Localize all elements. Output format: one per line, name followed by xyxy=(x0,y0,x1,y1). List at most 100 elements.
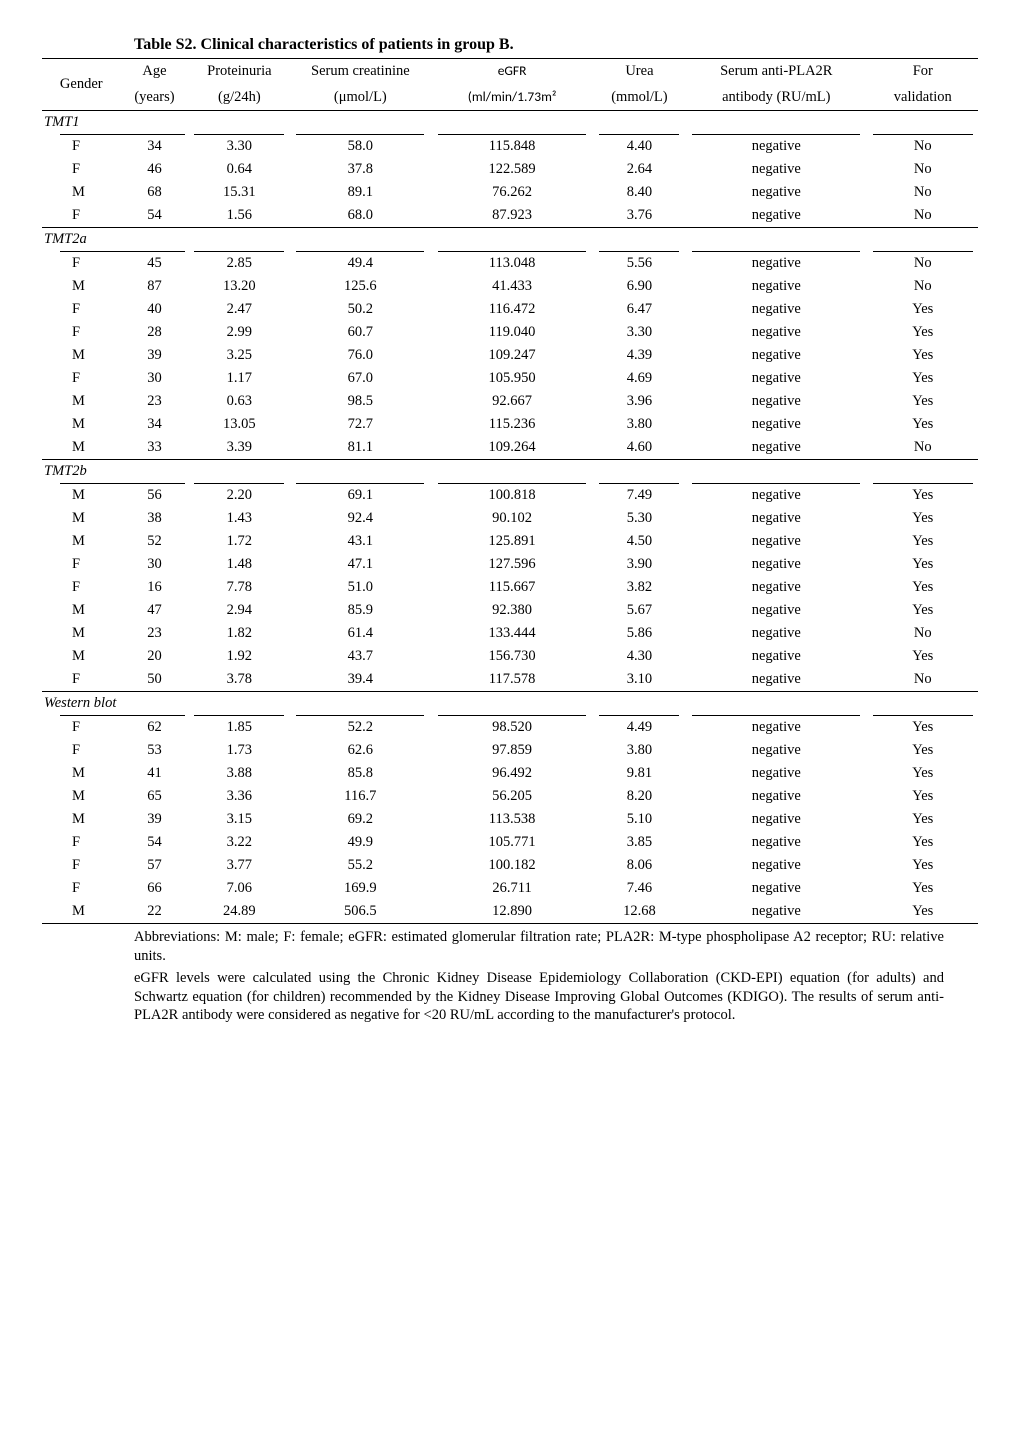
table-cell: 115.236 xyxy=(430,413,593,436)
table-cell: 4.30 xyxy=(594,645,685,668)
table-cell: 37.8 xyxy=(290,158,430,181)
table-cell: negative xyxy=(685,622,868,645)
table-cell: M xyxy=(42,484,121,507)
table-cell: Yes xyxy=(868,854,978,877)
table-cell: negative xyxy=(685,135,868,158)
table-cell: 76.0 xyxy=(290,344,430,367)
table-cell: M xyxy=(42,507,121,530)
table-cell: 5.30 xyxy=(594,507,685,530)
table-cell: 65 xyxy=(121,785,189,808)
table-cell: negative xyxy=(685,158,868,181)
table-cell: 87 xyxy=(121,275,189,298)
table-cell: 115.848 xyxy=(430,135,593,158)
table-cell: 3.10 xyxy=(594,668,685,692)
table-cell: M xyxy=(42,622,121,645)
table-cell: M xyxy=(42,390,121,413)
table-cell: negative xyxy=(685,484,868,507)
table-cell: No xyxy=(868,622,978,645)
table-cell: No xyxy=(868,668,978,692)
table-cell: 45 xyxy=(121,252,189,275)
table-cell: 43.7 xyxy=(290,645,430,668)
table-cell: F xyxy=(42,204,121,228)
table-cell: M xyxy=(42,645,121,668)
table-cell: negative xyxy=(685,808,868,831)
table-cell: 2.20 xyxy=(188,484,290,507)
table-cell: 1.17 xyxy=(188,367,290,390)
table-cell: 39 xyxy=(121,808,189,831)
col-creat-header: Serum creatinine xyxy=(290,59,430,85)
col-valid-sub: validation xyxy=(868,85,978,111)
table-cell: 87.923 xyxy=(430,204,593,228)
table-cell: 1.43 xyxy=(188,507,290,530)
table-cell: negative xyxy=(685,413,868,436)
table-cell: Yes xyxy=(868,716,978,739)
table-cell: Yes xyxy=(868,900,978,924)
table-cell: 1.72 xyxy=(188,530,290,553)
table-cell: Yes xyxy=(868,413,978,436)
table-cell: negative xyxy=(685,900,868,924)
table-cell: 49.9 xyxy=(290,831,430,854)
table-cell: 9.81 xyxy=(594,762,685,785)
table-cell: Yes xyxy=(868,576,978,599)
table-cell: 113.538 xyxy=(430,808,593,831)
table-cell: 20 xyxy=(121,645,189,668)
table-cell: negative xyxy=(685,716,868,739)
table-cell: 81.1 xyxy=(290,436,430,460)
table-cell: 3.80 xyxy=(594,413,685,436)
table-cell: F xyxy=(42,668,121,692)
table-cell: 4.49 xyxy=(594,716,685,739)
table-cell: 85.9 xyxy=(290,599,430,622)
table-cell: 169.9 xyxy=(290,877,430,900)
table-cell: M xyxy=(42,344,121,367)
table-cell: negative xyxy=(685,275,868,298)
table-cell: Yes xyxy=(868,484,978,507)
table-cell: 24.89 xyxy=(188,900,290,924)
table-cell: 116.7 xyxy=(290,785,430,808)
table-cell: 5.67 xyxy=(594,599,685,622)
table-cell: negative xyxy=(685,877,868,900)
col-creat-sub: (μmol/L) xyxy=(290,85,430,111)
table-cell: 6.90 xyxy=(594,275,685,298)
table-cell: F xyxy=(42,576,121,599)
table-cell: No xyxy=(868,204,978,228)
table-cell: F xyxy=(42,739,121,762)
table-cell: 3.15 xyxy=(188,808,290,831)
table-cell: 115.667 xyxy=(430,576,593,599)
table-cell: 55.2 xyxy=(290,854,430,877)
table-cell: M xyxy=(42,275,121,298)
table-cell: negative xyxy=(685,599,868,622)
table-cell: No xyxy=(868,181,978,204)
table-cell: Yes xyxy=(868,599,978,622)
table-cell: 125.891 xyxy=(430,530,593,553)
table-cell: 4.50 xyxy=(594,530,685,553)
table-cell: 3.76 xyxy=(594,204,685,228)
table-cell: M xyxy=(42,599,121,622)
footnote-methods: eGFR levels were calculated using the Ch… xyxy=(134,969,944,1025)
table-cell: negative xyxy=(685,344,868,367)
col-prot-header: Proteinuria xyxy=(188,59,290,85)
table-cell: 96.492 xyxy=(430,762,593,785)
table-cell: 56 xyxy=(121,484,189,507)
table-cell: 30 xyxy=(121,553,189,576)
table-cell: 50 xyxy=(121,668,189,692)
table-cell: negative xyxy=(685,181,868,204)
table-cell: 7.49 xyxy=(594,484,685,507)
table-cell: 105.950 xyxy=(430,367,593,390)
table-cell: F xyxy=(42,321,121,344)
group-label: Western blot xyxy=(42,692,978,716)
table-cell: 2.47 xyxy=(188,298,290,321)
table-cell: negative xyxy=(685,785,868,808)
table-cell: 156.730 xyxy=(430,645,593,668)
table-cell: 3.22 xyxy=(188,831,290,854)
table-cell: 89.1 xyxy=(290,181,430,204)
table-cell: 3.85 xyxy=(594,831,685,854)
table-cell: 1.48 xyxy=(188,553,290,576)
table-cell: 7.46 xyxy=(594,877,685,900)
table-cell: 8.06 xyxy=(594,854,685,877)
table-cell: F xyxy=(42,716,121,739)
table-header: Gender Age Proteinuria Serum creatinine … xyxy=(42,59,978,111)
table-cell: negative xyxy=(685,668,868,692)
table-cell: 92.667 xyxy=(430,390,593,413)
table-cell: 3.36 xyxy=(188,785,290,808)
table-cell: 117.578 xyxy=(430,668,593,692)
